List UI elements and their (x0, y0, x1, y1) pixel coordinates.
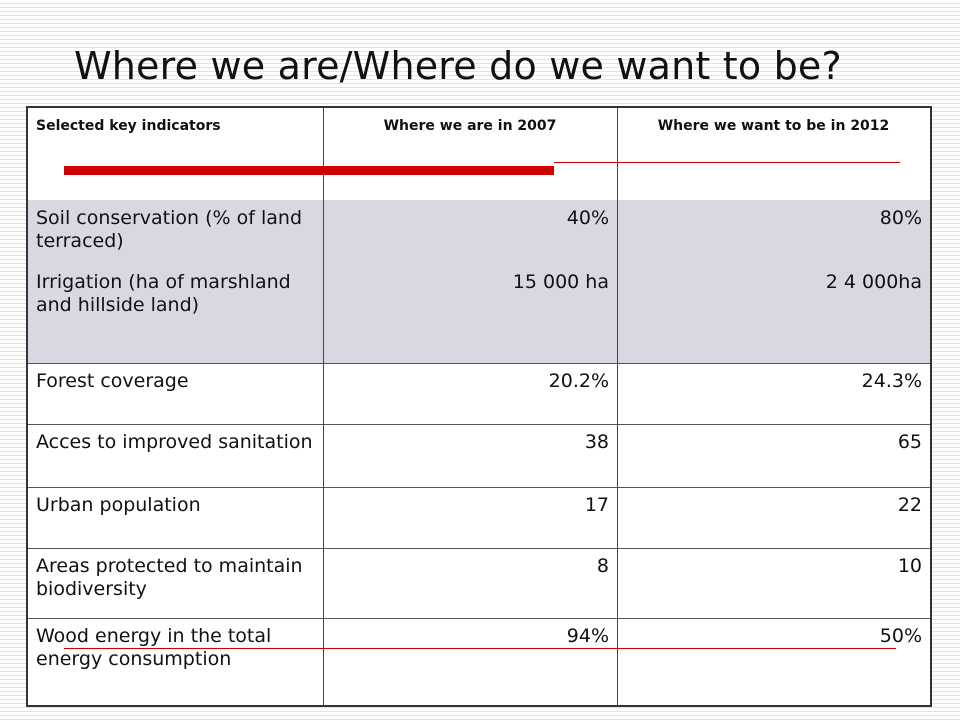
header-selected-key-indicators: Selected key indicators (36, 118, 221, 134)
indicators-table: Selected key indicators Where we are in … (26, 106, 932, 707)
indicator-cell: Irrigation (ha of marshland and hillside… (36, 271, 291, 316)
value-2007-cell: 38 (584, 431, 609, 453)
indicator-cell: Soil conservation (% of land terraced) (36, 207, 302, 252)
value-2007-cell: 15 000 ha (512, 271, 609, 293)
red-accent-bar (64, 166, 554, 175)
value-2007-cell: 17 (584, 494, 609, 516)
value-2007-cell: 20.2% (548, 370, 609, 392)
table-row: Forest coverage 20.2% 24.3% (28, 363, 930, 425)
value-2012-cell: 80% (879, 207, 922, 229)
value-2012-cell: 65 (897, 431, 922, 453)
table-row: Wood energy in the total energy consumpt… (28, 618, 930, 705)
table-row: Urban population 17 22 (28, 487, 930, 549)
indicator-cell: Urban population (36, 494, 201, 516)
table-row: Irrigation (ha of marshland and hillside… (28, 264, 930, 364)
table-header-row: Selected key indicators Where we are in … (28, 108, 930, 201)
value-2012-cell: 50% (879, 625, 922, 647)
header-where-we-want-2012: Where we want to be in 2012 (657, 118, 890, 134)
table-row: Acces to improved sanitation 38 65 (28, 424, 930, 488)
indicator-cell: Areas protected to maintain biodiversity (36, 555, 303, 600)
indicator-cell: Acces to improved sanitation (36, 431, 313, 453)
column-divider (323, 108, 324, 705)
value-2012-cell: 10 (897, 555, 922, 577)
slide-title: Where we are/Where do we want to be? (74, 44, 842, 88)
red-accent-line-top (554, 162, 900, 163)
indicator-cell: Forest coverage (36, 370, 189, 392)
value-2012-cell: 24.3% (861, 370, 922, 392)
table-row: Areas protected to maintain biodiversity… (28, 548, 930, 619)
table-row: Soil conservation (% of land terraced) 4… (28, 200, 930, 265)
value-2007-cell: 8 (596, 555, 609, 577)
red-accent-line-bottom (64, 648, 896, 649)
value-2007-cell: 94% (566, 625, 609, 647)
value-2012-cell: 22 (897, 494, 922, 516)
header-where-we-are-2007: Where we are in 2007 (383, 118, 557, 134)
value-2012-cell: 2 4 000ha (825, 271, 922, 293)
indicator-cell: Wood energy in the total energy consumpt… (36, 625, 272, 670)
column-divider (617, 108, 618, 705)
value-2007-cell: 40% (566, 207, 609, 229)
